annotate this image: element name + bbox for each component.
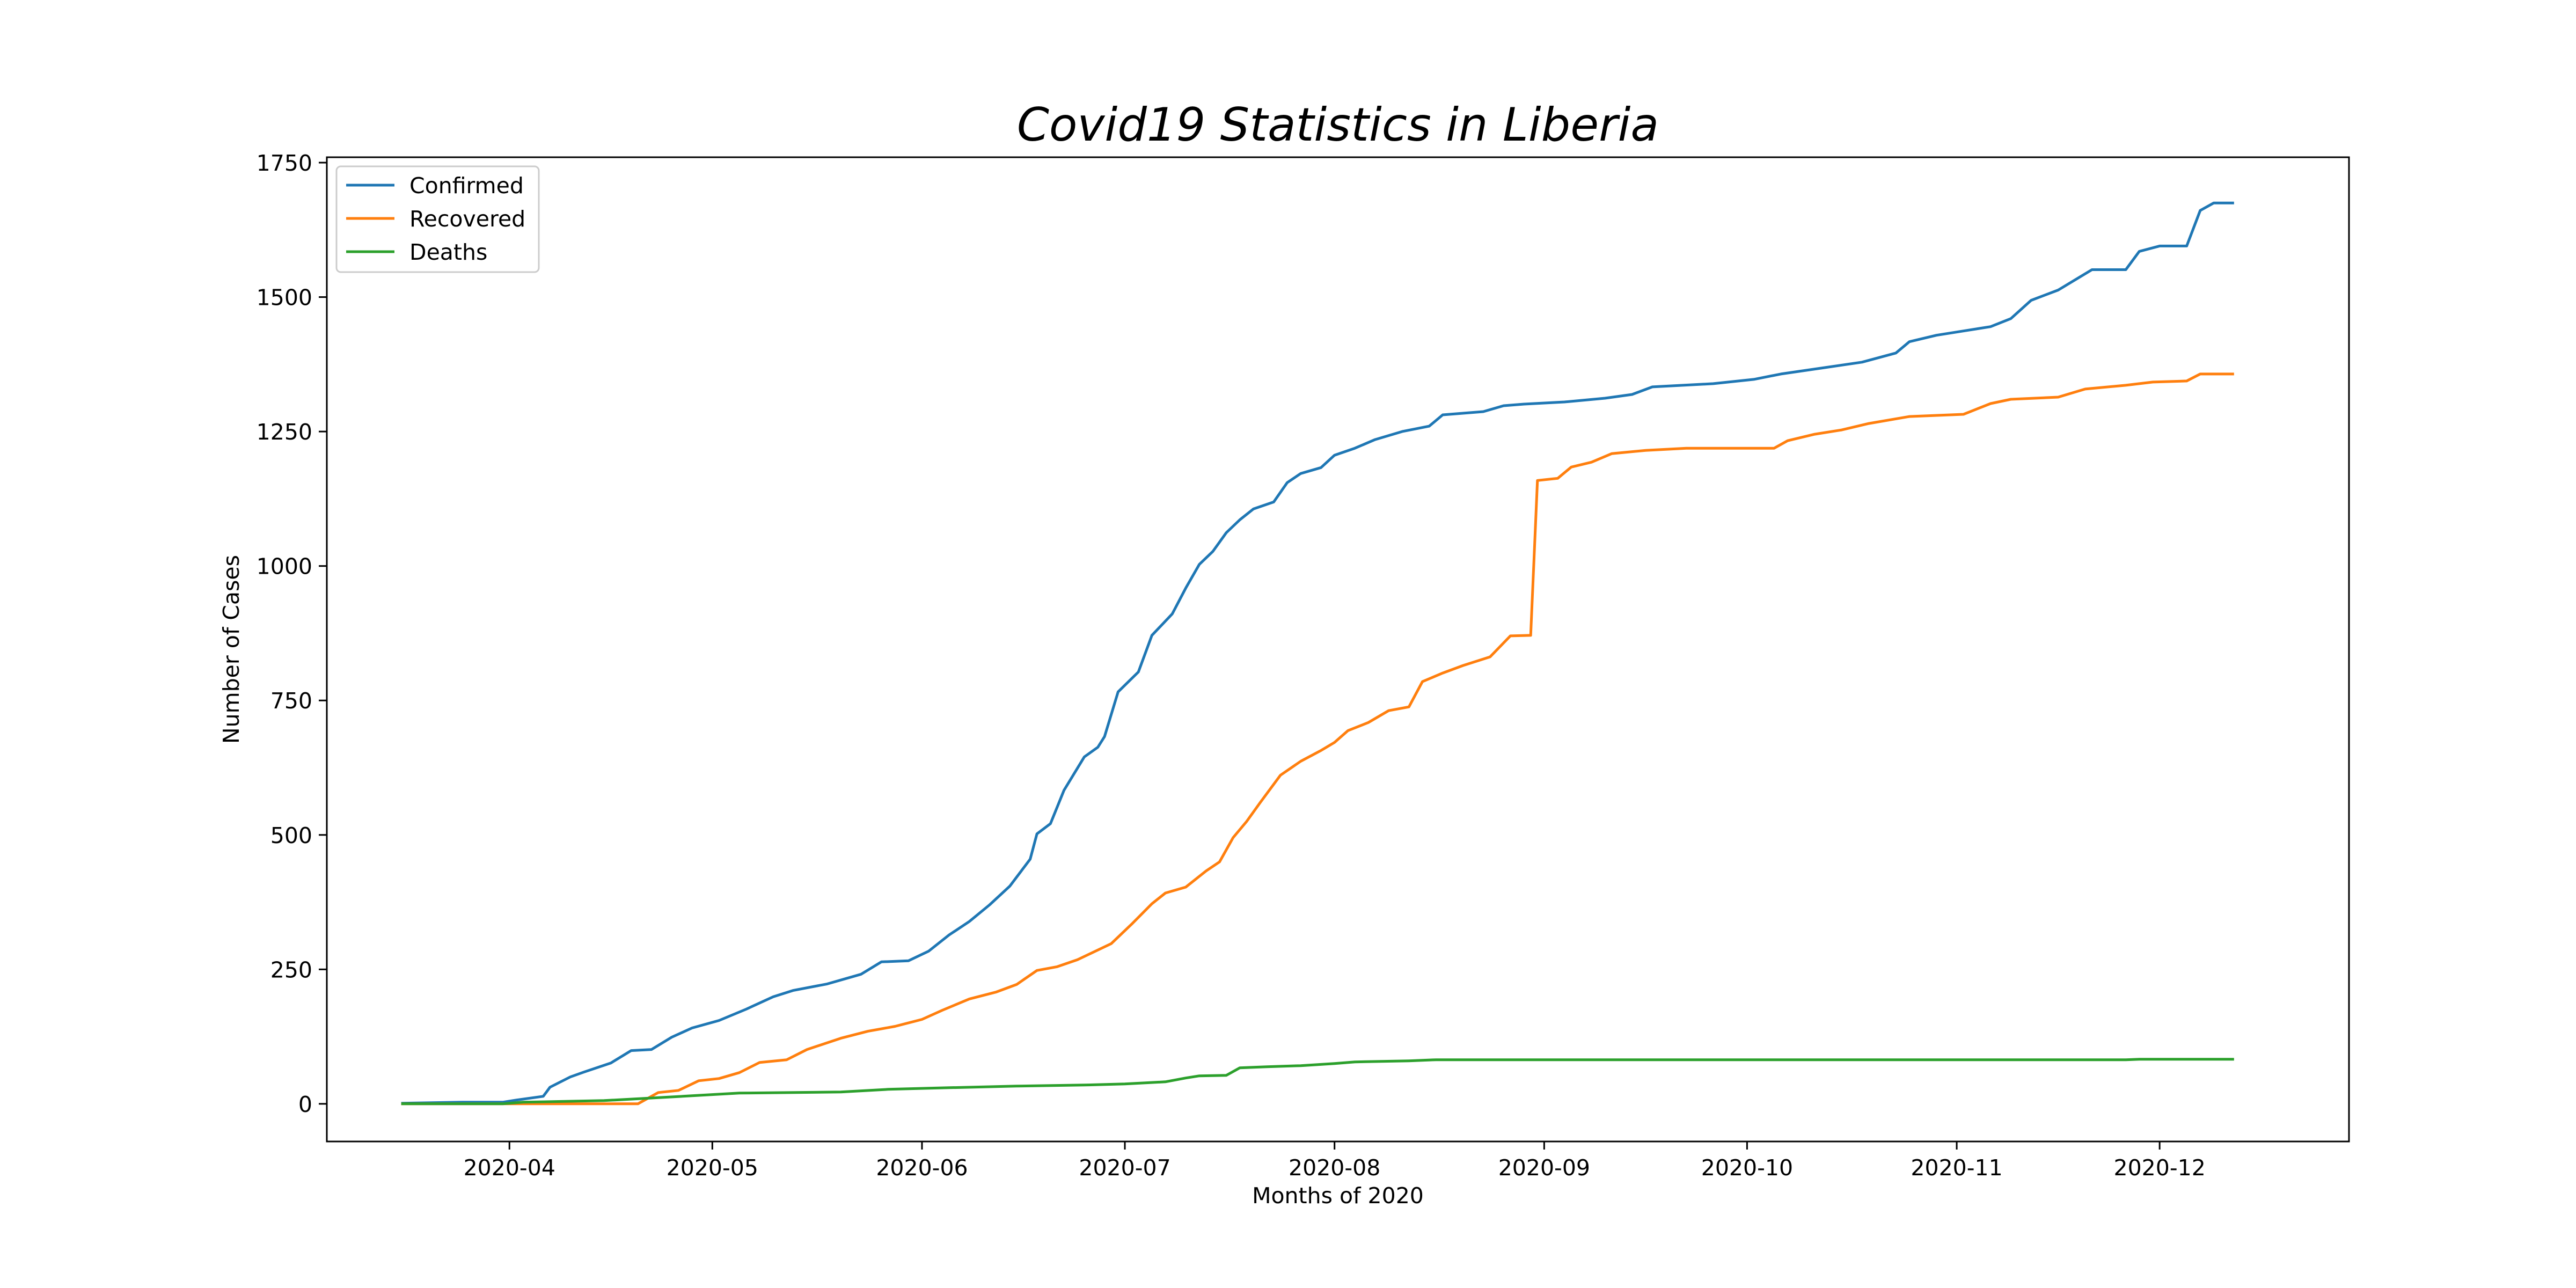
legend-label-recovered: Recovered [409,206,525,232]
chart-title: Covid19 Statistics in Liberia [1017,98,1659,152]
x-tick-label: 2020-09 [1498,1155,1590,1181]
plot-area [326,156,2350,1143]
legend-label-deaths: Deaths [409,239,487,265]
legend: Confirmed Recovered Deaths [335,165,540,273]
y-tick-label: 0 [298,1092,312,1117]
series-line-deaths [401,1058,2234,1106]
x-axis: 2020-04 2020-05 2020-06 2020-07 2020-08 2020-… [464,1141,2206,1181]
legend-box [335,165,540,273]
series-line-recovered [401,372,2234,1106]
y-axis: 0 250 500 750 1000 1250 1500 1750 [257,150,327,1117]
legend-label-confirmed: Confirmed [409,173,524,199]
y-tick-label: 1750 [257,150,312,176]
x-tick-label: 2020-07 [1079,1155,1170,1181]
legend-entries: Confirmed Recovered Deaths [346,173,525,265]
series-line-confirmed [401,201,2234,1105]
x-tick-label: 2020-06 [876,1155,968,1181]
y-tick-label: 1250 [257,419,312,445]
y-tick-label: 250 [270,957,312,983]
x-axis-label: Months of 2020 [1252,1183,1424,1209]
y-tick-label: 1000 [257,554,312,580]
series-layer [401,201,2234,1106]
y-tick-label: 1500 [257,285,312,311]
x-tick-label: 2020-04 [464,1155,555,1181]
x-tick-label: 2020-05 [667,1155,758,1181]
x-tick-label: 2020-08 [1289,1155,1380,1181]
y-axis-label: Number of Cases [218,555,244,744]
y-tick-label: 500 [270,823,312,848]
x-tick-label: 2020-11 [1911,1155,2002,1181]
x-tick-label: 2020-10 [1701,1155,1793,1181]
x-tick-label: 2020-12 [2113,1155,2205,1181]
y-tick-label: 750 [270,688,312,714]
